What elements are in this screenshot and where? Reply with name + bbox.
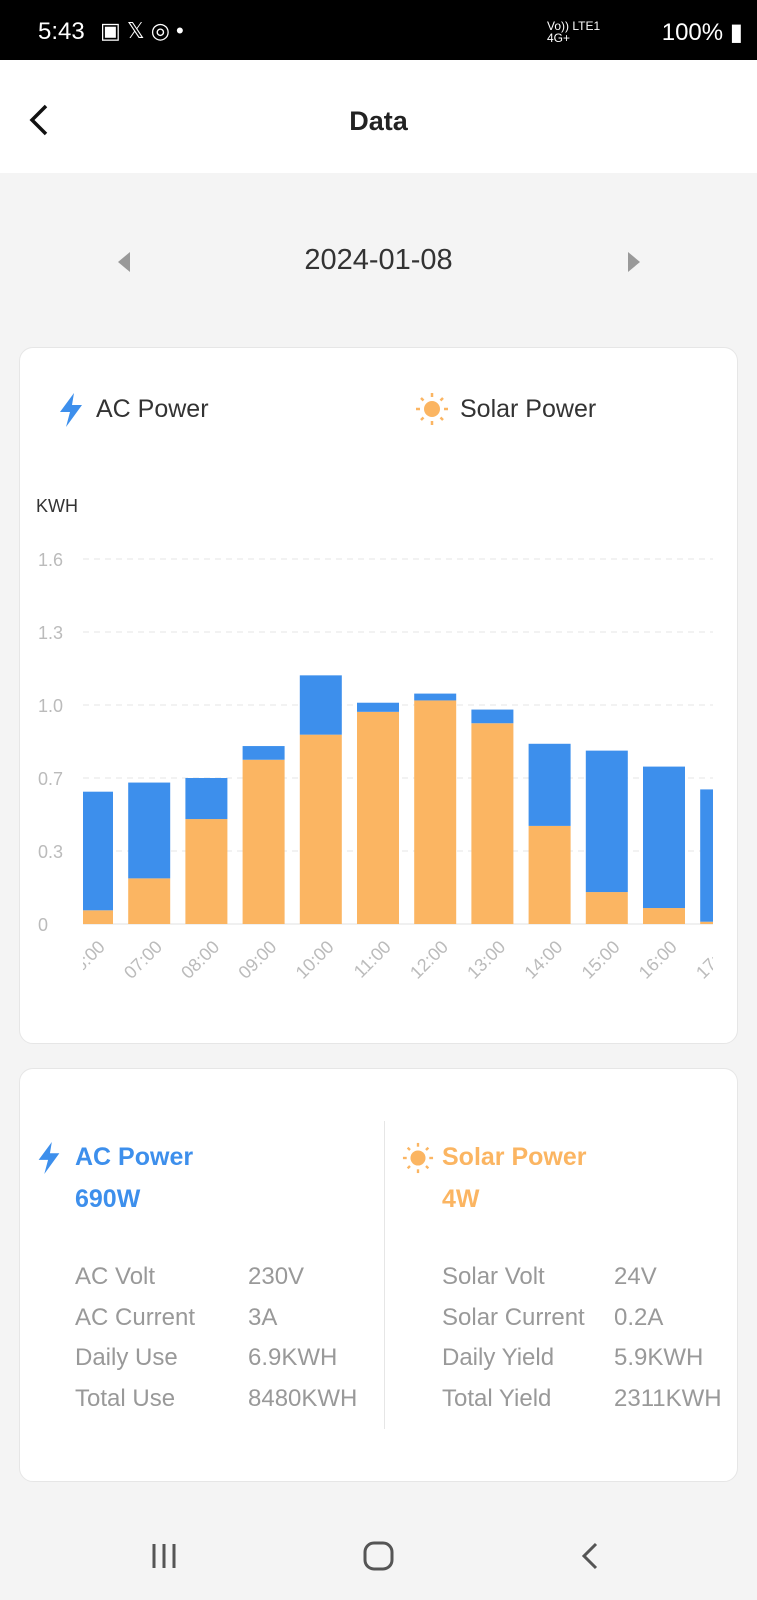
x-tick-label: 15:00 <box>578 937 624 983</box>
ac-stat-value: 8480KWH <box>248 1384 358 1412</box>
bar-ac-13:00[interactable] <box>471 709 514 724</box>
system-nav-bar <box>0 1500 757 1600</box>
home-icon[interactable] <box>363 1541 395 1571</box>
ac-stat-value: 230V <box>248 1263 305 1290</box>
x-tick-label: 08:00 <box>177 937 223 983</box>
solar-stat-label: Total Yield <box>442 1384 552 1412</box>
x-tick-label: 17:00 <box>692 937 738 983</box>
ac-stat-label: AC Current <box>75 1303 196 1331</box>
bar-solar-14:00[interactable] <box>528 825 571 924</box>
bar-ac-10:00[interactable] <box>299 675 342 735</box>
lightning-icon <box>38 1142 60 1174</box>
battery-level: 100% ▮ <box>661 19 743 46</box>
ac-power-value: 690W <box>75 1185 141 1213</box>
next-date-button[interactable] <box>628 252 640 272</box>
status-bar: 5:43 ▣ 𝕏 ◎ • Vo)) LTE1 4G+ 100% ▮ <box>0 0 757 60</box>
bar-solar-15:00[interactable] <box>585 892 628 924</box>
legend-solar-power[interactable]: Solar Power <box>460 395 597 423</box>
y-tick-label: 1.6 <box>38 550 63 570</box>
date-label: 2024-01-08 <box>304 244 453 276</box>
status-time: 5:43 <box>38 18 85 45</box>
solar-power-title: Solar Power <box>442 1143 587 1171</box>
x-tick-label: 11:00 <box>350 937 395 982</box>
y-tick-label: 1.3 <box>38 623 63 643</box>
bar-solar-08:00[interactable] <box>185 819 228 924</box>
y-tick-label: 1.0 <box>38 696 63 716</box>
bar-ac-17:00[interactable] <box>700 789 739 922</box>
y-tick-label: 0 <box>38 915 48 935</box>
bar-ac-16:00[interactable] <box>643 766 685 909</box>
page-title: Data <box>349 106 408 136</box>
bar-solar-09:00[interactable] <box>242 759 285 924</box>
ac-stat-label: Daily Use <box>75 1344 178 1371</box>
back-arrow-icon[interactable] <box>26 100 56 140</box>
bar-solar-11:00[interactable] <box>357 711 399 924</box>
x-tick-label: 16:00 <box>635 937 681 983</box>
recent-apps-icon[interactable] <box>150 1542 180 1570</box>
ac-stat-value: 3A <box>248 1303 278 1331</box>
bar-ac-15:00[interactable] <box>585 750 628 893</box>
bar-solar-13:00[interactable] <box>471 723 514 924</box>
solar-stat-value: 5.9KWH <box>614 1344 704 1371</box>
column-divider <box>384 1121 385 1429</box>
sun-icon <box>402 1142 434 1174</box>
bar-ac-11:00[interactable] <box>357 702 399 712</box>
bar-ac-07:00[interactable] <box>128 782 171 879</box>
solar-stat-label: Solar Current <box>442 1303 585 1331</box>
legend-ac-power[interactable]: AC Power <box>96 395 209 423</box>
y-tick-label: 0.7 <box>38 769 63 789</box>
solar-power-value: 4W <box>442 1185 480 1213</box>
solar-stat-label: Solar Volt <box>442 1263 545 1290</box>
network-indicator: Vo)) LTE1 4G+ <box>547 19 601 45</box>
y-axis-unit: KWH <box>36 496 78 516</box>
solar-stat-label: Daily Yield <box>442 1344 555 1371</box>
ac-stat-label: Total Use <box>75 1384 176 1412</box>
bar-solar-12:00[interactable] <box>414 700 457 924</box>
previous-date-button[interactable] <box>118 252 130 272</box>
app-header: Data <box>0 60 757 173</box>
bar-ac-14:00[interactable] <box>528 743 571 826</box>
bar-solar-16:00[interactable] <box>643 908 685 924</box>
bar-ac-12:00[interactable] <box>414 693 457 701</box>
sun-icon <box>416 393 448 425</box>
ac-power-title: AC Power <box>75 1143 194 1171</box>
chart-card: AC Power Solar Power KWH 0 0.3 0.7 1.0 1.3 1.… <box>19 347 738 1044</box>
solar-stat-value: 2311KWH <box>614 1384 722 1412</box>
bar-solar-10:00[interactable] <box>299 734 342 924</box>
y-tick-label: 0.3 <box>38 842 63 862</box>
bar-ac-06:00[interactable] <box>71 791 113 911</box>
ac-stat-label: AC Volt <box>75 1263 156 1290</box>
stacked-bar-chart: 0 0.3 0.7 1.0 1.3 1.6 06:00 07:00 08:00 09:00 10:0… <box>38 550 739 983</box>
back-icon[interactable] <box>580 1542 600 1570</box>
lightning-icon <box>60 393 82 427</box>
solar-stat-value: 0.2A <box>614 1303 664 1331</box>
x-tick-label: 13:00 <box>463 937 509 983</box>
summary-card: AC Power 690W AC Volt 230V AC Current 3A Dai… <box>19 1068 738 1482</box>
x-tick-label: 06:00 <box>63 937 109 983</box>
solar-stat-value: 24V <box>614 1263 657 1290</box>
x-tick-label: 07:00 <box>120 937 166 983</box>
bar-solar-17:00[interactable] <box>700 921 739 924</box>
bar-solar-07:00[interactable] <box>128 878 171 924</box>
x-tick-label: 12:00 <box>406 937 452 983</box>
notification-icons: ▣ 𝕏 ◎ • <box>100 18 184 43</box>
bar-solar-06:00[interactable] <box>71 910 113 924</box>
bar-ac-08:00[interactable] <box>185 778 228 820</box>
bar-ac-09:00[interactable] <box>242 746 285 760</box>
x-tick-label: 09:00 <box>234 937 280 983</box>
x-tick-label: 14:00 <box>520 937 566 983</box>
ac-stat-value: 6.9KWH <box>248 1344 338 1371</box>
x-tick-label: 10:00 <box>292 937 338 983</box>
